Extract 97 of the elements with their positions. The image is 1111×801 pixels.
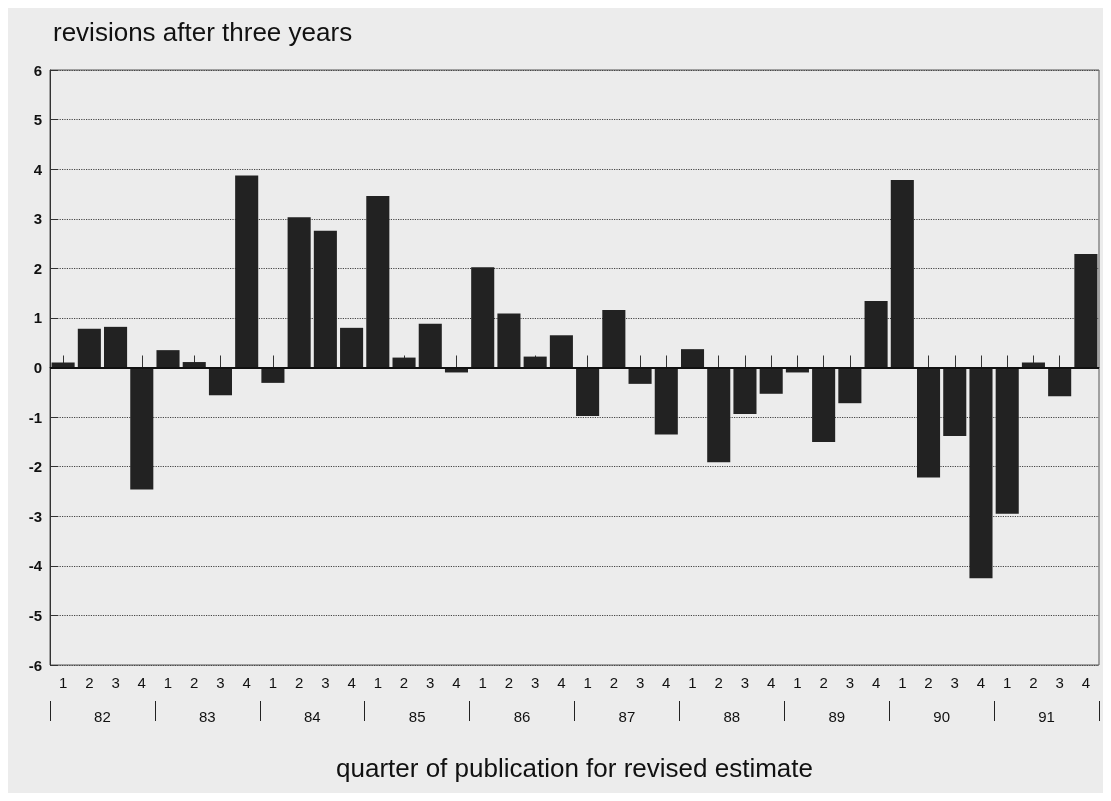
- bar: [235, 175, 259, 368]
- text: 88: [723, 708, 741, 725]
- bar: [995, 367, 1019, 514]
- x-tick-label: 1: [898, 674, 907, 691]
- x-tick-label: 3: [1055, 674, 1064, 691]
- text: 82: [94, 708, 111, 725]
- bar: [943, 367, 967, 436]
- x-tick-label: 3: [845, 674, 855, 691]
- x-tick-label: 4: [871, 674, 881, 691]
- y-tick-label: 0: [33, 359, 42, 376]
- text: 87: [618, 708, 636, 725]
- x-tick-label: 1: [793, 674, 802, 691]
- y-tick-label: -2: [28, 458, 42, 476]
- x-tick-label: 2: [1029, 674, 1038, 691]
- x-tick-label: 2: [399, 674, 409, 691]
- bar: [208, 367, 232, 396]
- bar: [549, 335, 573, 368]
- y-tick-label: -1: [28, 408, 42, 426]
- bar: [707, 367, 731, 463]
- x-tick-label: 1: [373, 674, 382, 691]
- x-tick-label: 1: [268, 674, 278, 691]
- text: 90: [933, 708, 950, 725]
- x-tick-label: 4: [1081, 674, 1091, 691]
- bar: [418, 323, 442, 368]
- x-axis-title: quarter of publication for revised estimate: [336, 753, 813, 783]
- x-tick-label: 1: [688, 674, 697, 691]
- x-tick-label: 3: [635, 674, 645, 691]
- bar: [104, 326, 128, 368]
- x-tick-label: 3: [950, 674, 959, 691]
- text: 84: [303, 708, 321, 725]
- x-tick-label: 2: [190, 674, 199, 691]
- text: 89: [828, 708, 846, 725]
- bar: [602, 309, 626, 368]
- x-tick-label: 3: [321, 674, 330, 691]
- x-tick-label: 1: [1003, 674, 1012, 691]
- x-tick-label: 3: [740, 674, 750, 691]
- x-tick-label: 2: [714, 674, 723, 691]
- text: 83: [199, 708, 216, 725]
- y-tick-label: -4: [28, 557, 43, 575]
- x-tick-label: 4: [242, 674, 251, 691]
- x-tick-label: 3: [216, 674, 225, 691]
- bar: [497, 313, 521, 368]
- bar: [287, 217, 311, 368]
- bar: [812, 367, 836, 442]
- text: 91: [1038, 708, 1055, 725]
- chart-title: revisions after three years: [53, 17, 353, 47]
- bar: [759, 367, 783, 394]
- bar: [340, 327, 364, 368]
- bar: [471, 267, 495, 368]
- x-tick-label: 4: [137, 674, 146, 691]
- x-tick-label: 4: [767, 674, 776, 691]
- x-tick-label: 4: [662, 674, 671, 691]
- bar: [680, 349, 705, 368]
- bar: [366, 195, 390, 368]
- text: 86: [513, 708, 531, 725]
- x-tick-label: 4: [557, 674, 566, 691]
- y-tick-label: 5: [33, 111, 42, 129]
- bar: [523, 356, 547, 368]
- bar: [864, 301, 888, 368]
- y-tick-label: -5: [28, 606, 42, 624]
- bar: [313, 230, 337, 368]
- bar: [576, 367, 600, 417]
- y-tick-label: -3: [28, 507, 42, 525]
- bar: [838, 367, 862, 404]
- bar: [77, 328, 101, 368]
- y-tick-label: 6: [33, 61, 42, 79]
- x-tick-label: 4: [976, 674, 986, 691]
- bar: [733, 367, 757, 415]
- x-tick-label: 2: [504, 674, 514, 691]
- bar: [1048, 367, 1072, 397]
- bar: [917, 367, 941, 478]
- x-tick-label: 3: [426, 674, 435, 691]
- bar: [130, 367, 154, 490]
- x-tick-label: 1: [583, 674, 592, 691]
- y-tick-label: 1: [33, 309, 42, 327]
- x-tick-label: 2: [819, 674, 828, 691]
- y-tick-label: 4: [33, 160, 43, 178]
- x-tick-label: 1: [163, 674, 173, 691]
- y-tick-label: 3: [33, 210, 42, 228]
- x-tick-label: 2: [924, 674, 933, 691]
- x-tick-label: 2: [85, 674, 94, 691]
- bar: [969, 367, 993, 579]
- text: 85: [408, 708, 426, 725]
- bar: [156, 350, 180, 368]
- y-tick-label: -6: [28, 656, 42, 674]
- x-tick-label: 4: [452, 674, 461, 691]
- x-tick-label: 4: [347, 674, 356, 691]
- x-tick-label: 1: [478, 674, 487, 691]
- x-tick-label: 2: [609, 674, 619, 691]
- x-tick-label: 3: [111, 674, 120, 691]
- x-tick-label: 3: [530, 674, 540, 691]
- bar: [654, 367, 678, 435]
- x-tick-label: 2: [294, 674, 304, 691]
- bar: [890, 180, 914, 368]
- x-tick-label: 1: [58, 674, 68, 691]
- y-tick-label: 2: [33, 259, 42, 277]
- bar: [1074, 253, 1098, 368]
